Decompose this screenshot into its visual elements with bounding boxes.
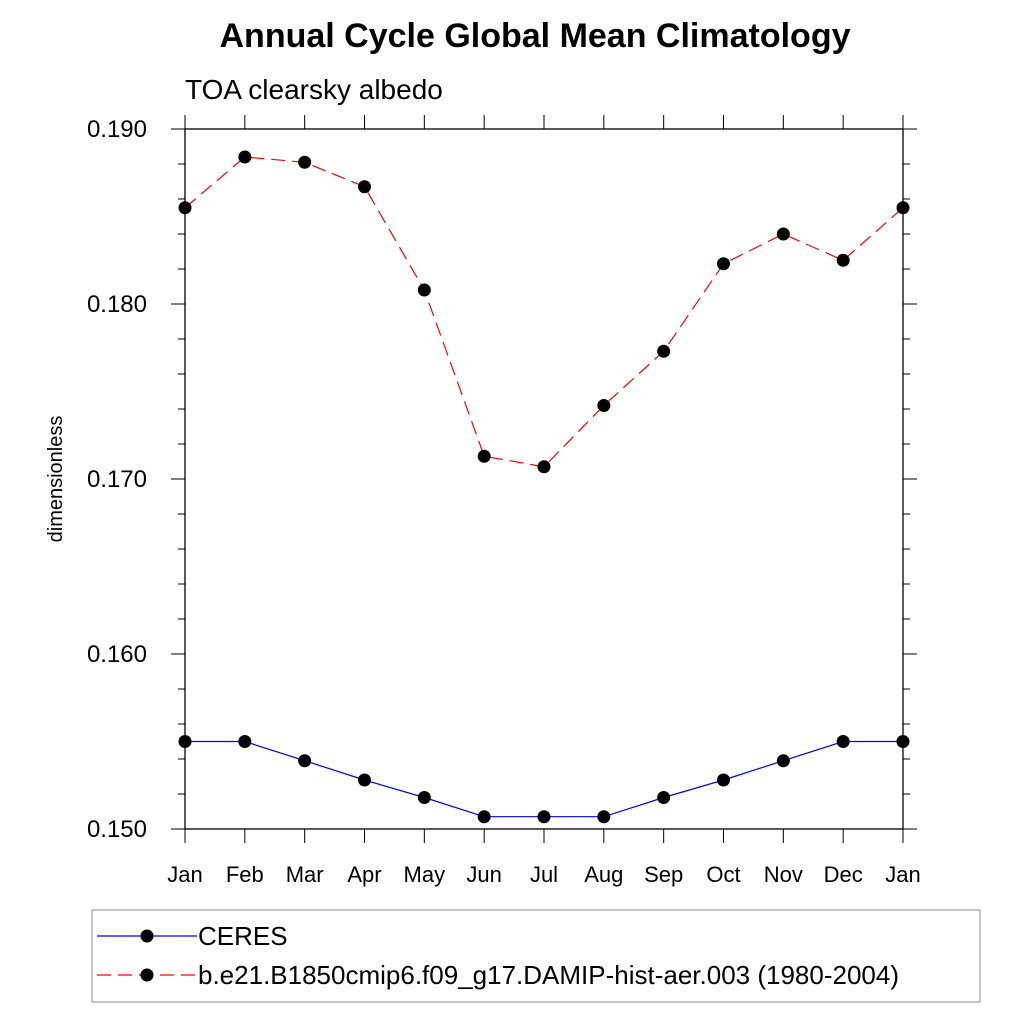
series-0-point — [896, 735, 910, 748]
series-1-point — [836, 253, 850, 267]
legend-marker-ceres — [140, 929, 154, 943]
x-tick-label: Sep — [644, 862, 683, 887]
chart-title: Annual Cycle Global Mean Climatology — [220, 17, 851, 55]
legend-label-ceres: CERES — [198, 921, 288, 951]
y-tick-label: 0.180 — [87, 291, 147, 318]
series-1-point — [657, 344, 671, 358]
y-tick-label: 0.150 — [87, 816, 147, 843]
legend-marker-model — [140, 968, 154, 982]
x-tick-label: Oct — [706, 862, 740, 887]
series-0-point — [657, 791, 671, 804]
plot-frame — [184, 128, 904, 830]
series-line-1 — [184, 156, 904, 468]
x-tick-label: Mar — [286, 862, 324, 887]
y-tick-label: 0.160 — [87, 641, 147, 668]
series-1-point — [477, 449, 491, 463]
series-1-point — [597, 399, 611, 412]
x-tick-label: Aug — [584, 862, 623, 887]
series-1-point — [358, 180, 371, 194]
series-0-point — [238, 735, 252, 748]
series-1-point — [776, 227, 790, 241]
series-0-point — [597, 810, 611, 824]
axis-ticks — [171, 115, 917, 843]
x-tick-label: Jun — [466, 862, 501, 887]
legend-box — [91, 909, 981, 1003]
series-layer — [178, 150, 910, 824]
x-tick-label: Dec — [824, 862, 863, 887]
series-1-point — [537, 460, 551, 474]
x-tick-label: Jul — [530, 862, 558, 887]
series-1-point — [178, 201, 192, 215]
series-0-point — [537, 810, 551, 824]
legend-label-model: b.e21.B1850cmip6.f09_g17.DAMIP-hist-aer.… — [198, 960, 899, 990]
series-0-point — [298, 754, 312, 768]
y-tick-label: 0.170 — [87, 466, 147, 493]
series-0-point — [417, 791, 431, 804]
x-tick-label: Apr — [347, 862, 381, 887]
series-1-point — [238, 150, 252, 164]
series-line-0 — [185, 740, 903, 818]
series-0-point — [776, 754, 790, 768]
x-tick-label: Feb — [226, 862, 264, 887]
series-0-point — [477, 810, 491, 824]
series-0-point — [717, 773, 730, 787]
legend: CERES b.e21.B1850cmip6.f09_g17.DAMIP-his… — [91, 909, 981, 1003]
series-1-point — [298, 155, 312, 169]
x-tick-labels: Jan Feb Mar Apr May Jun Jul Aug Sep Oct Nov Dec Jan — [167, 862, 920, 887]
chart-subtitle: TOA clearsky albedo — [185, 74, 443, 105]
series-1-point — [896, 201, 910, 215]
x-tick-label: Jan — [167, 862, 202, 887]
series-0-point — [358, 773, 371, 787]
y-axis-label: dimensionless — [45, 416, 67, 543]
series-1-point — [417, 283, 431, 297]
x-tick-label: Jan — [885, 862, 920, 887]
x-tick-label: Nov — [764, 862, 803, 887]
series-0-point — [178, 735, 192, 748]
series-1-point — [717, 257, 730, 271]
y-tick-labels: 0.150 0.160 0.170 0.180 0.190 — [87, 116, 147, 843]
x-tick-label: May — [404, 862, 446, 887]
series-0-point — [836, 735, 850, 748]
y-tick-label: 0.190 — [87, 116, 147, 143]
